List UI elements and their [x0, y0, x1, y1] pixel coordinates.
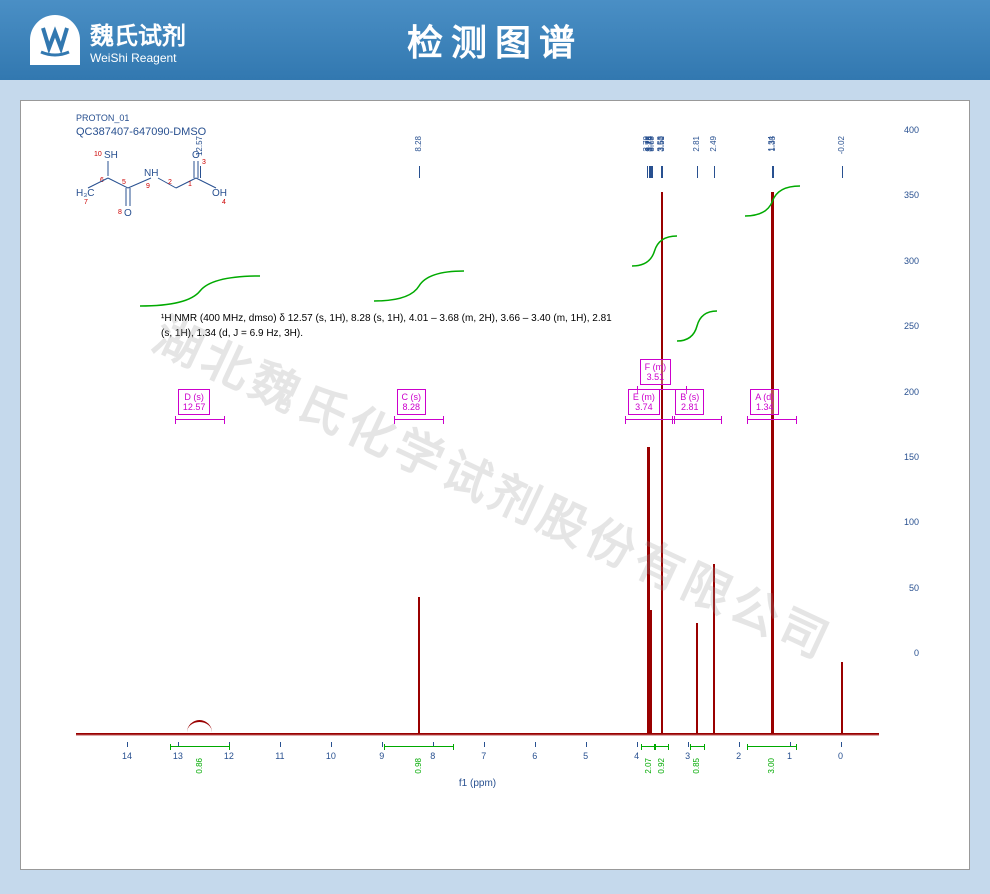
- y-tick: 150: [889, 452, 919, 462]
- x-tick: 1: [787, 751, 792, 761]
- peak-label-box: D (s)12.57: [178, 389, 211, 415]
- x-tick: 2: [736, 751, 741, 761]
- nmr-peak: [650, 610, 652, 734]
- content-area: 湖北魏氏化学试剂股份有限公司 PROTON_01 QC387407-647090…: [0, 80, 990, 890]
- chemical-shift-label: 1.33: [768, 136, 777, 152]
- integral-value: 0.86: [195, 758, 204, 774]
- integral-value: 0.92: [657, 758, 666, 774]
- logo-en-text: WeiShi Reagent: [90, 51, 186, 65]
- page-title: 检测图谱: [407, 14, 583, 66]
- x-tick: 5: [583, 751, 588, 761]
- y-tick: 200: [889, 387, 919, 397]
- x-tick: 14: [122, 751, 132, 761]
- x-tick: 3: [685, 751, 690, 761]
- y-tick: 250: [889, 321, 919, 331]
- x-tick: 0: [838, 751, 843, 761]
- peak-label-box: C (s)8.28: [397, 389, 427, 415]
- nmr-peak: [187, 720, 212, 734]
- integral-value: 0.85: [692, 758, 701, 774]
- y-tick: 350: [889, 190, 919, 200]
- y-tick: 100: [889, 517, 919, 527]
- x-tick: 6: [532, 751, 537, 761]
- chemical-shift-label: 3.50: [657, 136, 666, 152]
- logo-text: 魏氏试剂 WeiShi Reagent: [90, 16, 186, 65]
- integral-value: 2.07: [644, 758, 653, 774]
- x-axis-label: f1 (ppm): [459, 778, 496, 789]
- nmr-peak: [661, 192, 663, 734]
- y-tick: 400: [889, 125, 919, 135]
- proton-label: PROTON_01: [76, 113, 129, 123]
- nmr-peak: [418, 597, 420, 734]
- logo-cn-text: 魏氏试剂: [90, 16, 186, 51]
- x-tick: 13: [173, 751, 183, 761]
- chemical-shift-label: -0.02: [837, 136, 846, 154]
- nmr-chart: 050100150200250300350400 f1 (ppm) 141312…: [76, 131, 919, 789]
- chemical-shift-label: 8.28: [414, 136, 423, 152]
- nmr-peak: [696, 623, 698, 734]
- integral-value: 0.98: [414, 758, 423, 774]
- nmr-peak: [771, 192, 774, 734]
- x-tick: 11: [275, 751, 284, 761]
- peak-label-box: E (m)3.74: [628, 389, 660, 415]
- chemical-shift-label: 2.49: [709, 136, 718, 152]
- nmr-peak: [841, 662, 843, 734]
- x-tick: 10: [326, 751, 336, 761]
- header-bar: 魏氏试剂 WeiShi Reagent 检测图谱: [0, 0, 990, 80]
- y-tick: 300: [889, 256, 919, 266]
- y-axis: 050100150200250300350400: [884, 131, 919, 734]
- logo-icon: [30, 15, 80, 65]
- x-tick: 9: [379, 751, 384, 761]
- x-tick: 8: [430, 751, 435, 761]
- peak-label-box: B (s)2.81: [675, 389, 704, 415]
- y-tick: 0: [889, 648, 919, 658]
- y-tick: 50: [889, 583, 919, 593]
- peak-label-box: A (d)1.34: [750, 389, 779, 415]
- chemical-shift-label: 12.57: [195, 136, 204, 156]
- chemical-shift-label: 2.81: [692, 136, 701, 152]
- x-tick: 4: [634, 751, 639, 761]
- spectrum-card: 湖北魏氏化学试剂股份有限公司 PROTON_01 QC387407-647090…: [20, 100, 970, 870]
- x-tick: 7: [481, 751, 486, 761]
- peak-label-box: F (m)3.51: [640, 359, 672, 385]
- logo-area: 魏氏试剂 WeiShi Reagent: [30, 15, 186, 65]
- x-tick: 12: [224, 751, 234, 761]
- nmr-peak: [713, 564, 715, 734]
- integral-value: 3.00: [767, 758, 776, 774]
